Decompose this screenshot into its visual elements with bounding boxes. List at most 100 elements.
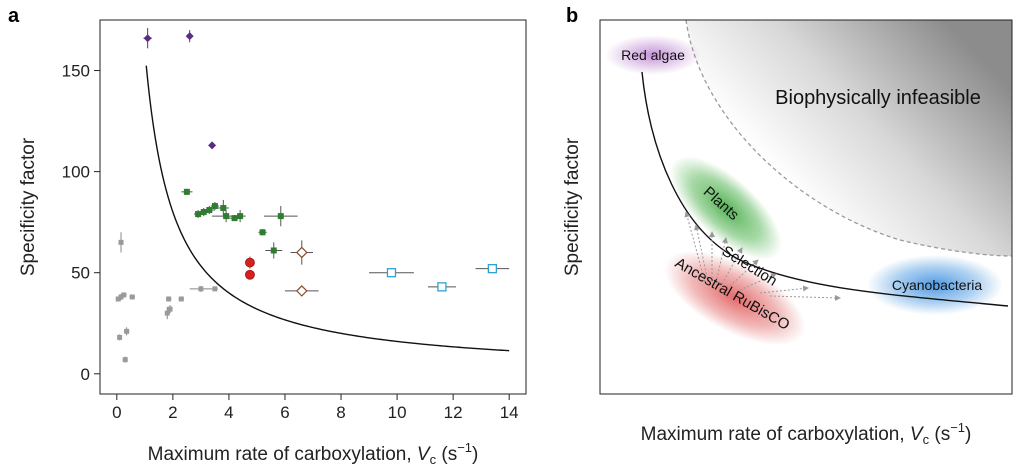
panel-b-xlabel-var: V [910,424,925,445]
panel-a-xlabel-unit-open: (s [436,444,457,465]
panel-a-letter: a [8,5,20,27]
marker [223,213,230,220]
red-data-point [245,269,255,280]
purple-data-point [143,28,152,49]
gray-data-point [123,327,130,336]
panel-a-xlabel-unit-close: ) [472,444,478,465]
blue-data-point [427,282,456,292]
marker [212,286,218,292]
marker [220,205,227,212]
marker [122,357,128,363]
marker [124,328,130,334]
selection-arrow [739,273,777,291]
panel-b-xlabel: Maximum rate of carboxylation, Vc (s−1) [641,420,972,447]
marker [129,294,135,300]
marker [185,32,194,41]
marker [164,310,170,316]
marker [121,292,127,298]
x-tick-label: 6 [280,403,289,422]
marker [115,296,121,302]
marker [117,334,123,340]
red-algae-label: Red algae [621,47,685,63]
green-data-point [181,188,193,195]
panel-a-xlabel-unit-exp: −1 [457,440,472,455]
marker [295,285,308,297]
green-data-point [203,205,215,215]
gray-data-point [129,294,136,300]
panel-b-frame [599,19,1013,395]
brown-data-point [290,240,313,265]
marker [206,207,213,214]
x-tick-label: 10 [388,403,407,422]
green-data-point [210,201,220,211]
y-tick-label: 100 [62,163,90,182]
marker [195,211,202,218]
panel-a-xlabel-text: Maximum rate of carboxylation, [148,444,417,465]
gray-data-point [212,286,218,292]
panel-b-ylabel: Specificity factor [562,137,583,276]
marker [198,286,204,292]
marker [245,257,255,268]
blue-data-point [475,264,510,274]
selection-arrow [759,285,809,294]
marker [231,215,238,222]
cyanobacteria-blob [867,255,1003,315]
panel-a-plot: 0 2 4 6 8 10 12 14 0 50 100 150 [62,19,527,422]
purple-data-point [185,30,194,43]
panel-a-points [115,28,510,363]
marker [118,239,124,245]
selection-arrow [684,211,706,283]
marker [237,213,244,220]
marker [167,306,173,312]
infeasible-label: Biophysically infeasible [775,87,981,109]
x-tick-label: 14 [500,403,519,422]
cyanobacteria-label: Cyanobacteria [892,277,982,293]
ancestral-blob [664,250,806,346]
panel-a-xlabel-sub: c [430,452,437,466]
gray-data-point [121,292,127,298]
panel-a-ticks: 0 2 4 6 8 10 12 14 0 50 100 150 [62,62,519,422]
marker [178,296,184,302]
plants-blob [670,156,782,260]
marker [200,209,207,216]
x-tick-label: 2 [168,403,177,422]
marker [386,268,397,278]
gray-data-point [122,356,128,363]
gray-data-point [189,285,213,292]
marker [143,34,152,43]
panel-a-xlabel-var: V [417,444,432,465]
x-tick-label: 8 [336,403,345,422]
panel-b-xlabel-text: Maximum rate of carboxylation, [641,424,910,445]
panel-b-xlabel-unit-open: (s [929,424,950,445]
marker [166,296,172,302]
selection-arrow [694,224,709,283]
panel-b-xlabel-unit-close: ) [965,424,971,445]
gray-data-point [117,334,123,341]
y-tick-label: 50 [71,264,90,283]
marker [437,282,447,292]
purple-data-point [208,141,217,150]
panel-a-frame [99,19,527,395]
gray-data-point [165,296,172,302]
marker [211,202,218,209]
panel-b-plot [605,20,1012,346]
infeasible-region [686,20,1012,256]
marker [259,229,266,236]
green-data-point [265,242,283,259]
panel-b-letter: b [566,5,578,27]
fit-curve [145,65,510,352]
marker [270,247,277,254]
marker [295,246,308,259]
gray-data-point [118,232,124,253]
x-tick-label: 4 [224,403,233,422]
x-tick-label: 0 [112,403,121,422]
gray-data-point [167,305,173,314]
brown-data-point [284,285,319,297]
panel-b-xlabel-unit-exp: −1 [950,420,965,435]
panel-a-xlabel: Maximum rate of carboxylation, Vc (s−1) [148,440,479,466]
green-data-point [263,205,298,227]
x-tick-label: 12 [444,403,463,422]
marker [208,141,217,150]
green-data-point [234,210,246,223]
